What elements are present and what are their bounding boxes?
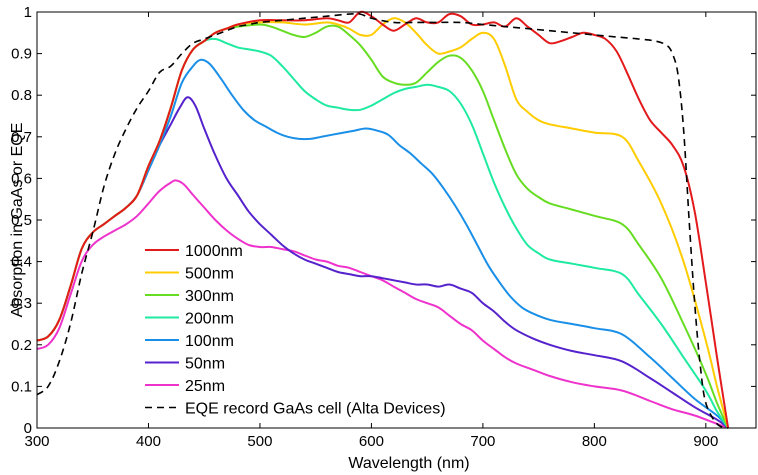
legend-label: 300nm <box>185 288 234 305</box>
y-tick-label: 0.6 <box>11 170 32 187</box>
y-tick-label: 0.2 <box>11 337 32 354</box>
x-tick-label: 400 <box>136 433 161 450</box>
legend-label: 100nm <box>185 333 234 350</box>
y-axis-label: Absorption in GaAs or EQE <box>9 123 26 318</box>
legend-label: 200nm <box>185 311 234 328</box>
legend-label: EQE record GaAs cell (Alta Devices) <box>185 401 446 418</box>
series-line-500nm <box>36 17 730 429</box>
x-tick-label: 500 <box>247 433 272 450</box>
y-tick-label: 0.5 <box>11 212 32 229</box>
series-line-eqe-record-gaas-cell-alta-devices <box>36 12 729 429</box>
x-tick-label: 700 <box>470 433 495 450</box>
series-lines <box>36 10 730 429</box>
series-line-1000nm <box>36 10 730 429</box>
series-line-200nm <box>36 37 729 429</box>
x-tick-label: 300 <box>24 433 49 450</box>
y-tick-label: 0.8 <box>11 87 32 104</box>
x-tick-label: 900 <box>693 433 718 450</box>
y-tick-label: 0.4 <box>11 254 32 271</box>
y-tick-label: 0.3 <box>11 295 32 312</box>
series-line-300nm <box>36 23 730 429</box>
legend-label: 50nm <box>185 356 225 373</box>
series-line-25nm <box>36 179 729 429</box>
y-tick-label: 0.7 <box>11 129 32 146</box>
series-line-100nm <box>36 58 729 429</box>
legend: 1000nm 500nm 300nm 200nm 100nm 50nm 25nm EQE re… <box>145 243 446 418</box>
x-tick-label: 600 <box>359 433 384 450</box>
series-line-50nm <box>36 96 729 429</box>
y-tick-label: 1 <box>24 4 32 21</box>
y-tick-label: 0.1 <box>11 378 32 395</box>
plot-frame <box>36 11 757 429</box>
axis-ticks: 300 400 500 600 700 800 900 0 0.1 0.2 0.3 0.4 0.5 0.6… <box>11 4 756 450</box>
legend-label: 25nm <box>185 378 225 395</box>
y-tick-label: 0.9 <box>11 46 32 63</box>
x-axis-label: Wavelength (nm) <box>348 455 469 472</box>
x-tick-label: 800 <box>582 433 607 450</box>
legend-label: 500nm <box>185 266 234 283</box>
legend-label: 1000nm <box>185 243 243 260</box>
y-tick-label: 0 <box>24 420 32 437</box>
